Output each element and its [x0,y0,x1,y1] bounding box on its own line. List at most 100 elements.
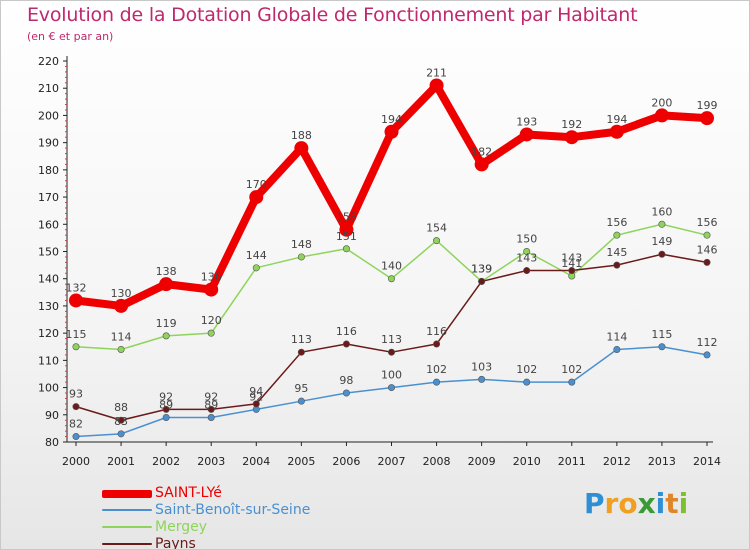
data-label-saint_benoit: 92 [249,390,263,403]
legend-label-saint-lye: SAINT-LYé [155,485,222,501]
data-point-saint_benoit [117,430,125,438]
data-label-saint_benoit: 112 [697,336,718,349]
data-label-saint_benoit: 98 [339,374,353,387]
data-point-mergey [162,332,170,340]
legend-item-payns: Payns [102,536,362,550]
data-label-saint_lye: 138 [156,265,177,278]
data-point-saint_lye [654,108,669,123]
data-label-saint_lye: 199 [697,99,718,112]
data-label-saint_benoit: 89 [204,399,218,412]
data-label-payns: 88 [114,401,128,414]
x-tick-label: 2000 [62,455,90,468]
data-point-payns [252,400,260,408]
data-point-saint_lye [204,282,219,297]
data-label-payns: 145 [606,246,627,259]
legend-label-saint-benoit: Saint-Benoît-sur-Seine [155,502,311,518]
y-tick-label: 80 [45,436,59,449]
data-point-mergey [433,237,441,245]
data-label-mergey: 151 [336,230,357,243]
data-label-saint_lye: 170 [246,178,267,191]
data-point-saint_lye [474,157,489,172]
x-tick-label: 2008 [423,455,451,468]
y-tick-label: 160 [38,218,59,231]
data-label-mergey: 144 [246,249,267,262]
data-label-payns: 116 [336,325,357,338]
data-point-payns [703,258,711,266]
y-tick-label: 180 [38,164,59,177]
data-point-payns [613,261,621,269]
data-point-mergey [117,345,125,353]
data-label-saint_lye: 132 [66,281,87,294]
data-point-saint_benoit [568,378,576,386]
data-label-payns: 92 [159,390,173,403]
data-point-saint_benoit [703,351,711,359]
y-tick-label: 170 [38,191,59,204]
data-point-saint_lye [700,111,714,126]
data-label-saint_benoit: 102 [426,363,447,376]
data-label-saint_benoit: 95 [294,382,308,395]
data-label-saint_lye: 188 [291,129,312,142]
data-point-mergey [297,253,305,261]
data-label-mergey: 148 [291,238,312,251]
data-label-saint_benoit: 103 [471,360,492,373]
data-label-saint_benoit: 100 [381,369,402,382]
x-tick-label: 2012 [603,455,631,468]
data-label-mergey: 141 [561,257,582,270]
data-point-mergey [72,343,80,351]
data-label-mergey: 115 [66,328,87,341]
data-point-payns [523,267,531,275]
data-point-saint_lye [69,293,83,308]
data-label-mergey: 140 [381,260,402,273]
data-point-mergey [703,231,711,239]
data-label-payns: 143 [561,252,582,265]
data-label-saint_lye: 136 [201,271,222,284]
y-tick-label: 130 [38,300,59,313]
y-tick-label: 110 [38,354,59,367]
data-point-saint_benoit [162,414,170,422]
data-label-saint_lye: 130 [111,287,132,300]
data-point-saint_lye [564,130,579,145]
x-tick-label: 2002 [152,455,180,468]
data-point-saint_lye [519,127,534,142]
data-label-payns: 146 [697,243,718,256]
data-point-payns [387,348,395,356]
legend: SAINT-LYé Saint-Benoît-sur-Seine Mergey … [102,485,362,550]
legend-swatch-saint-lye [102,490,152,498]
y-tick-label: 210 [38,82,59,95]
logo-letter: x [637,487,656,520]
data-label-payns: 92 [204,390,218,403]
data-point-mergey [523,248,531,256]
data-point-saint_lye [159,277,174,292]
data-label-payns: 149 [651,235,672,248]
x-tick-label: 2003 [197,455,225,468]
data-point-saint_benoit [613,345,621,353]
legend-label-payns: Payns [155,536,196,550]
data-label-saint_lye: 200 [651,96,672,109]
data-point-payns [207,405,215,413]
x-tick-label: 2007 [378,455,406,468]
data-point-payns [658,250,666,258]
y-tick-label: 140 [38,273,59,286]
data-label-mergey: 160 [651,205,672,218]
data-label-saint_benoit: 89 [159,399,173,412]
x-tick-label: 2004 [242,455,270,468]
data-point-mergey [658,220,666,228]
data-label-mergey: 150 [516,233,537,246]
data-point-saint_benoit [297,397,305,405]
data-point-saint_lye [114,298,129,313]
data-label-saint_lye: 192 [561,118,582,131]
chart-title: Evolution de la Dotation Globale de Fonc… [27,4,638,26]
data-label-saint_lye: 193 [516,115,537,128]
data-label-saint_lye: 182 [471,145,492,158]
chart-subtitle: (en € et par an) [27,30,114,43]
x-tick-label: 2006 [332,455,360,468]
legend-item-saint-lye: SAINT-LYé [102,485,362,502]
x-tick-label: 2009 [468,455,496,468]
data-point-saint_lye [429,78,444,93]
data-label-payns: 143 [516,252,537,265]
data-point-payns [433,340,441,348]
data-label-saint_lye: 211 [426,66,447,79]
data-point-mergey [613,231,621,239]
data-label-saint_lye: 194 [606,113,627,126]
